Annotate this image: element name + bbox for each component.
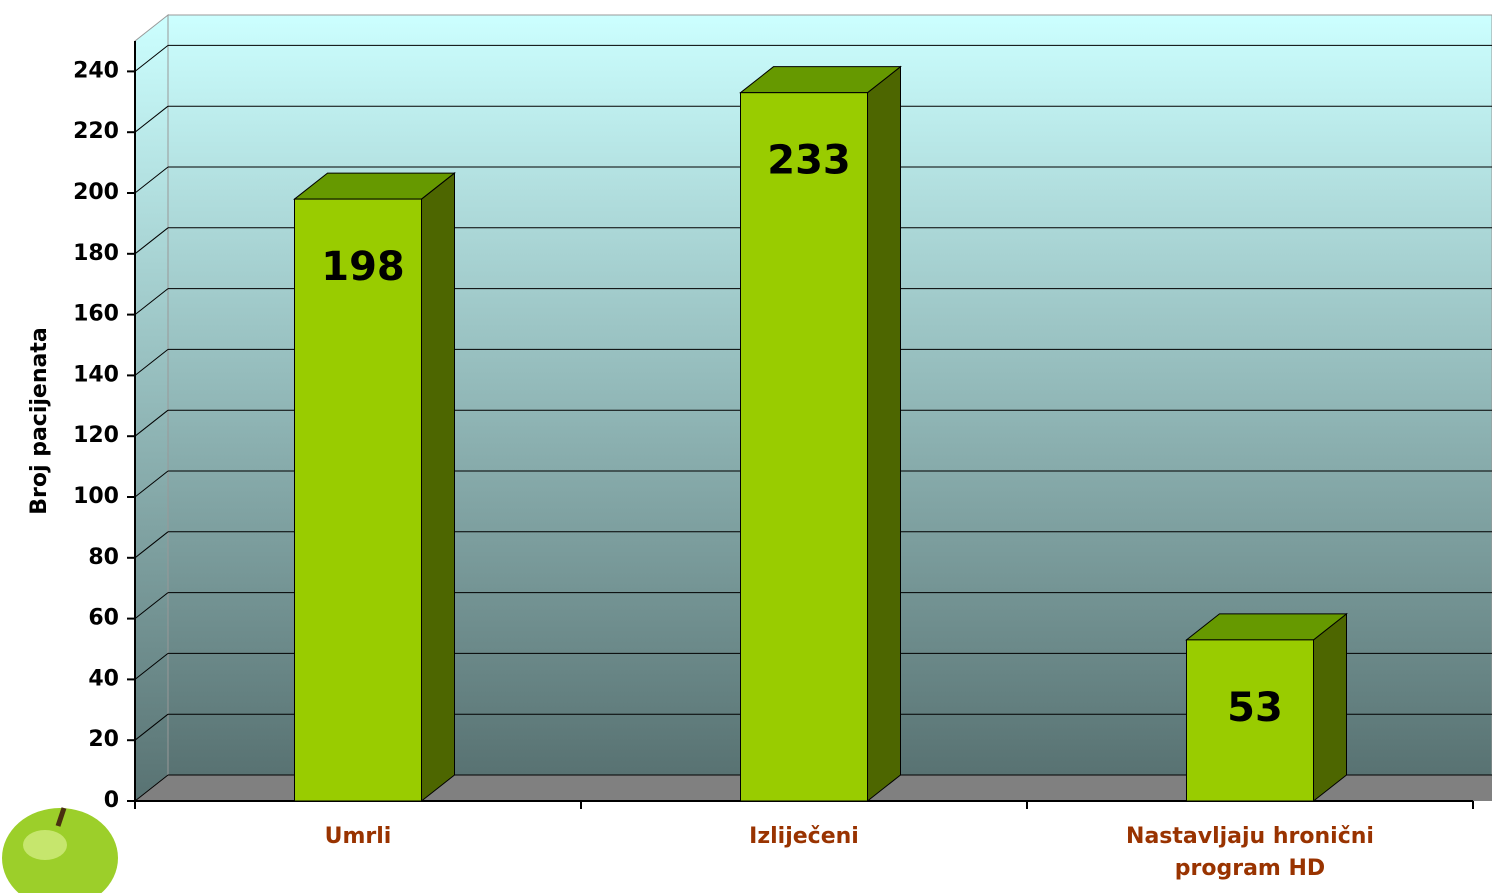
bar-side [422, 173, 455, 801]
page: Broj pacijenata 0 20 40 60 80 100 120 140 160 180… [0, 0, 1492, 893]
x-tick-label: Nastavljaju hronični program HD [1100, 821, 1400, 885]
chart: Broj pacijenata 0 20 40 60 80 100 120 140 160 180… [0, 0, 1492, 893]
x-tick-label: Umrli [208, 821, 508, 853]
y-tick-label: 220 [73, 119, 119, 144]
y-tick-label: 160 [73, 302, 119, 327]
y-tick-label: 180 [73, 241, 119, 266]
y-tick-label: 60 [88, 606, 119, 631]
apple-icon [2, 808, 118, 893]
y-tick-label: 240 [73, 58, 119, 83]
value-label: 233 [767, 138, 851, 184]
bar [741, 93, 868, 801]
y-tick-label: 40 [88, 666, 119, 691]
side-wall [135, 15, 168, 801]
value-label: 53 [1227, 685, 1283, 731]
y-tick-label: 100 [73, 484, 119, 509]
bar-side [868, 67, 901, 801]
y-tick-label: 120 [73, 423, 119, 448]
y-tick-label: 80 [88, 545, 119, 570]
y-tick-label: 20 [88, 727, 119, 752]
bar-side [1314, 614, 1347, 801]
y-tick-label: 200 [73, 180, 119, 205]
y-axis-title: Broj pacijenata [27, 327, 52, 514]
y-tick-label: 140 [73, 362, 119, 387]
x-tick-label: Izliječeni [654, 821, 954, 853]
y-tick-label: 0 [104, 788, 119, 813]
value-label: 198 [321, 244, 405, 290]
